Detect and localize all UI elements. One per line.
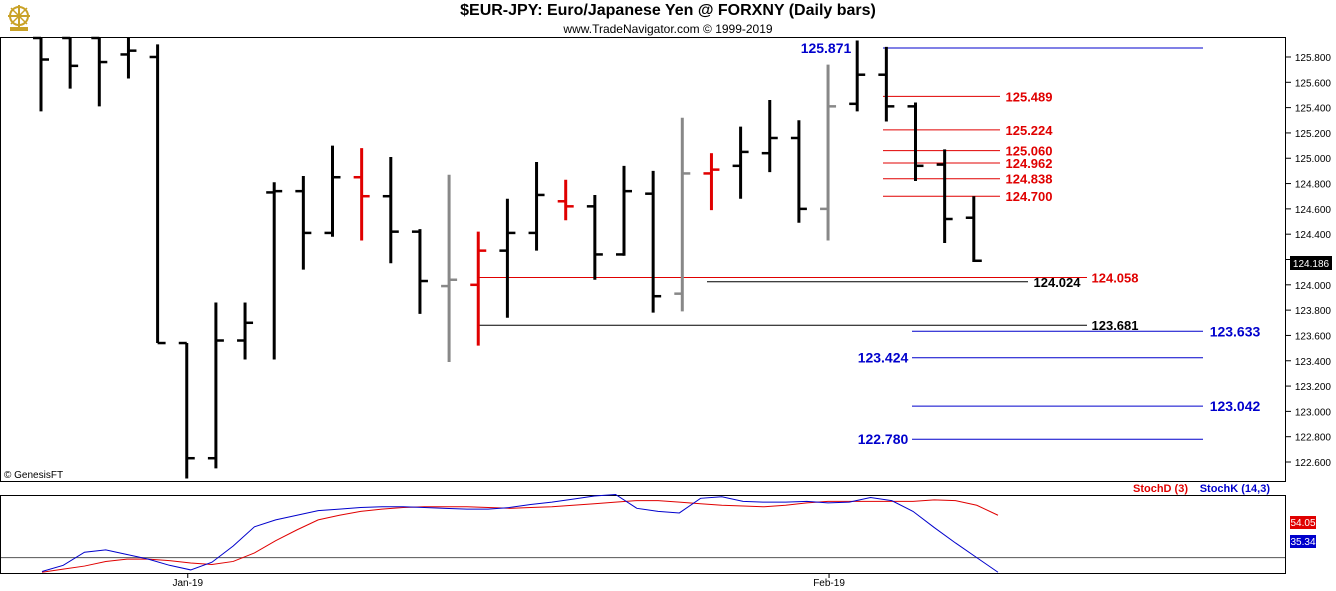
time-tick-label: Feb-19 bbox=[813, 578, 845, 589]
price-level-label: 124.838 bbox=[1006, 172, 1053, 187]
time-axis: Jan-19 Feb-19 bbox=[172, 573, 845, 589]
price-level-label: 123.681 bbox=[1092, 318, 1139, 333]
stoch-d-value-tag bbox=[1290, 516, 1316, 529]
price-level-label: 124.024 bbox=[1034, 275, 1082, 290]
price-level-label: 124.700 bbox=[1006, 189, 1053, 204]
ohlc-bar bbox=[936, 149, 953, 244]
ohlc-bar bbox=[324, 145, 341, 237]
price-tick-label: 122.800 bbox=[1295, 433, 1332, 444]
price-level-lines bbox=[477, 47, 1203, 440]
ohlc-bar bbox=[703, 153, 720, 211]
ohlc-bar bbox=[62, 36, 79, 89]
ohlc-bar bbox=[441, 174, 458, 363]
price-tick-label: 123.800 bbox=[1295, 306, 1332, 317]
ohlc-bar bbox=[178, 341, 195, 479]
ohlc-bar bbox=[907, 102, 924, 182]
ohlc-bar bbox=[761, 100, 778, 173]
stochastic-panel: StochD (3) StochK (14,3) 54.05 35.34 bbox=[1, 483, 1316, 573]
ohlc-bar bbox=[557, 179, 574, 221]
price-level-label: 123.633 bbox=[1210, 323, 1261, 339]
time-tick-label: Jan-19 bbox=[172, 578, 203, 589]
ohlc-bar bbox=[207, 302, 224, 469]
stoch-k-series-line bbox=[41, 493, 999, 573]
last-price-label: 124.186 bbox=[1293, 259, 1330, 270]
ohlc-bar bbox=[878, 46, 895, 122]
ohlc-bar bbox=[295, 175, 312, 270]
stoch-k-legend: StochK (14,3) bbox=[1200, 483, 1271, 495]
price-level-labels: 125.871 125.489 125.224 125.060124.962124.8… bbox=[801, 40, 1261, 447]
ohlc-bar bbox=[470, 231, 487, 346]
ohlc-bars bbox=[33, 36, 982, 479]
ohlc-bar bbox=[120, 38, 137, 79]
stoch-d-legend: StochD (3) bbox=[1133, 483, 1188, 495]
price-level-label: 122.780 bbox=[858, 431, 909, 447]
price-tick-label: 125.000 bbox=[1295, 154, 1332, 165]
price-tick-label: 124.400 bbox=[1295, 230, 1332, 241]
price-tick-label: 124.800 bbox=[1295, 180, 1332, 191]
ohlc-bar bbox=[674, 117, 691, 312]
price-level-label: 125.489 bbox=[1006, 89, 1053, 104]
price-level-label: 125.871 bbox=[801, 40, 852, 56]
price-tick-label: 125.800 bbox=[1295, 53, 1332, 64]
copyright: © GenesisFT bbox=[4, 470, 63, 481]
price-level-label: 124.058 bbox=[1092, 270, 1139, 285]
price-tick-label: 124.600 bbox=[1295, 205, 1332, 216]
ohlc-bar bbox=[237, 302, 254, 360]
ohlc-bar bbox=[790, 120, 807, 223]
chart-header: $EUR-JPY: Euro/Japanese Yen @ FORXNY (Da… bbox=[0, 0, 1336, 37]
ohlc-bar bbox=[33, 36, 49, 112]
ohlc-bar bbox=[411, 229, 428, 314]
price-tick-label: 123.400 bbox=[1295, 357, 1332, 368]
ohlc-bar bbox=[732, 126, 749, 199]
price-panel-frame bbox=[0, 37, 1286, 482]
price-tick-label: 125.400 bbox=[1295, 104, 1332, 115]
price-tick-label: 124.000 bbox=[1295, 281, 1332, 292]
ohlc-bar bbox=[353, 148, 370, 241]
price-level-label: 123.042 bbox=[1210, 398, 1261, 414]
ohlc-bar bbox=[586, 194, 603, 280]
price-level-label: 125.060 bbox=[1006, 144, 1053, 159]
price-tick-label: 123.000 bbox=[1295, 407, 1332, 418]
price-level-label: 124.962 bbox=[1006, 156, 1053, 171]
price-level-label: 123.424 bbox=[858, 350, 909, 366]
price-tick-label: 125.600 bbox=[1295, 78, 1332, 89]
ohlc-bar bbox=[820, 64, 837, 241]
last-price-tag: 124.186 bbox=[1290, 256, 1332, 270]
price-tick-label: 123.200 bbox=[1295, 382, 1332, 393]
ohlc-bar bbox=[965, 196, 982, 263]
ohlc-bar bbox=[616, 165, 632, 256]
ohlc-bar bbox=[499, 198, 516, 318]
ohlc-bar bbox=[645, 170, 662, 313]
price-tick-label: 125.200 bbox=[1295, 129, 1332, 140]
stoch-k-value-label: 35.34 bbox=[1290, 537, 1315, 548]
stoch-d-series-line bbox=[41, 499, 999, 573]
price-level-label: 125.224 bbox=[1006, 123, 1054, 138]
ohlc-bar bbox=[149, 44, 166, 345]
ohlc-bar bbox=[528, 162, 545, 251]
ohlc-bar bbox=[91, 36, 108, 107]
gold-helmsman-logo-icon bbox=[8, 5, 30, 31]
ohlc-bar bbox=[382, 156, 399, 264]
ohlc-bar bbox=[849, 40, 866, 112]
ohlc-bar bbox=[266, 182, 283, 360]
chart-title: $EUR-JPY: Euro/Japanese Yen @ FORXNY (Da… bbox=[460, 2, 876, 19]
price-tick-label: 122.600 bbox=[1295, 458, 1332, 469]
chart-subtitle: www.TradeNavigator.com © 1999-2019 bbox=[563, 22, 773, 36]
stochastic-panel-frame bbox=[0, 495, 1286, 574]
stoch-d-value-label: 54.05 bbox=[1290, 518, 1315, 529]
price-tick-label: 123.600 bbox=[1295, 331, 1332, 342]
stoch-k-value-tag bbox=[1290, 535, 1316, 548]
